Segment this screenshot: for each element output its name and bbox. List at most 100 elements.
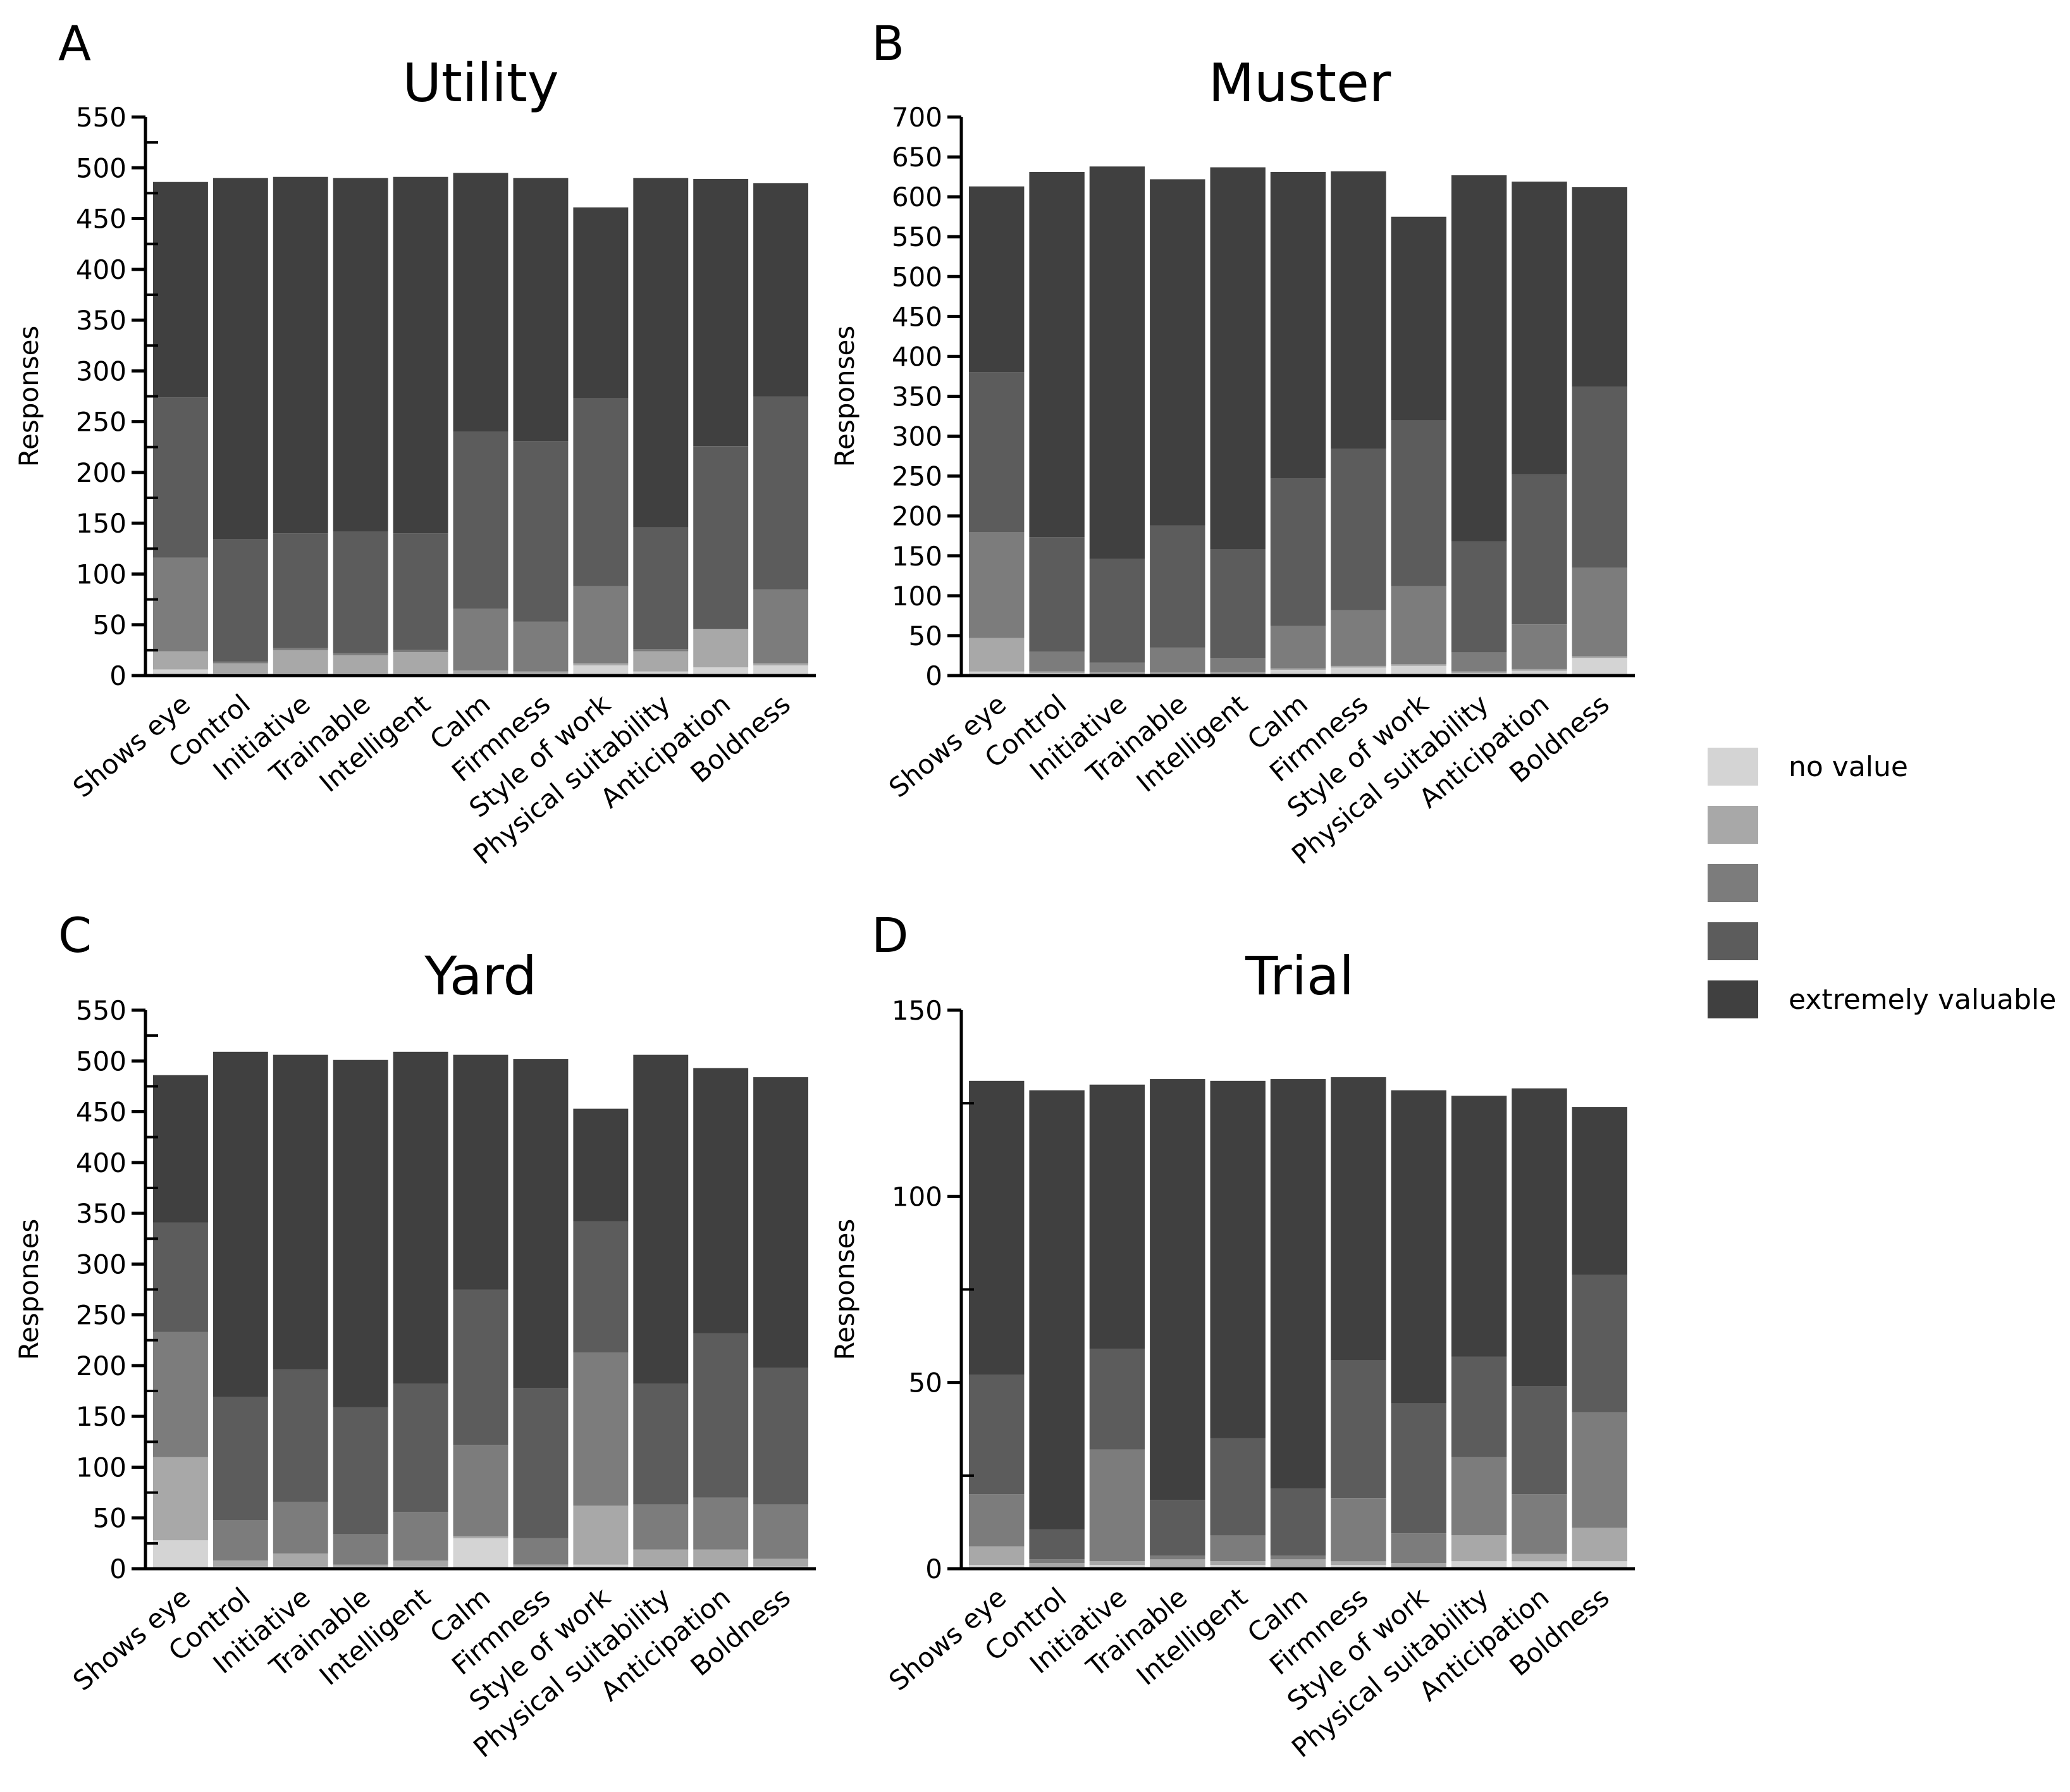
bar-segment [633, 671, 689, 676]
y-tick-label: 50 [909, 621, 942, 652]
bar-segment [1150, 525, 1205, 648]
bar-segment [153, 1457, 208, 1540]
bar-segment [1512, 1494, 1567, 1554]
y-tick-label: 400 [76, 1147, 126, 1178]
bar-segment [1391, 665, 1446, 676]
bar-segment [1451, 1356, 1507, 1457]
bar-segment [1512, 1561, 1567, 1569]
bar-segment [1331, 1565, 1386, 1569]
bar-segment [153, 1075, 208, 1223]
y-tick-label: 150 [76, 1401, 126, 1432]
bar-segment [513, 1564, 569, 1567]
y-tick-label: 250 [892, 461, 942, 492]
y-axis-label: Responses [829, 326, 860, 467]
y-tick-label: 550 [76, 995, 126, 1026]
legend-swatch [1708, 922, 1758, 960]
bar-segment [693, 667, 749, 676]
bar-segment [1331, 1077, 1386, 1361]
panel-letter: D [872, 907, 909, 963]
y-tick-label: 650 [892, 142, 942, 173]
bar-segment [969, 638, 1025, 672]
bar-segment [1210, 658, 1266, 672]
bar-segment [213, 1397, 268, 1520]
bar-segment [213, 661, 268, 664]
bar-segment [153, 1332, 208, 1457]
y-tick-label: 700 [892, 102, 942, 133]
y-tick-label: 400 [892, 341, 942, 372]
bar-segment [1089, 672, 1145, 674]
panel-title: Muster [1209, 52, 1391, 114]
bar-segment [753, 1504, 808, 1559]
bar-segment [1029, 1090, 1085, 1530]
bar-segment [333, 178, 388, 531]
legend-swatch [1708, 864, 1758, 902]
y-tick-label: 550 [76, 102, 126, 133]
bar-segment [513, 621, 569, 672]
legend-label: no value [1789, 751, 1908, 783]
bar-segment [1512, 669, 1567, 671]
bar-segment [1512, 1386, 1567, 1495]
bar-segment [273, 650, 328, 674]
bar-segment [633, 527, 689, 650]
bar-segment [1572, 1561, 1627, 1569]
bar-segment [393, 650, 448, 653]
y-tick-label: 250 [76, 1300, 126, 1331]
bar-segment [1150, 672, 1205, 674]
bar-segment [273, 648, 328, 650]
legend-item: no value [1708, 748, 1908, 786]
bar-segment [1391, 216, 1446, 421]
bar-segment [1572, 1412, 1627, 1528]
y-tick-label: 600 [892, 182, 942, 213]
y-tick-label: 200 [892, 501, 942, 532]
bar-segment [1451, 541, 1507, 653]
bar-segment [513, 1059, 569, 1388]
bar-segment [1089, 166, 1145, 559]
bar-segment [1150, 1500, 1205, 1556]
bar-segment [1089, 1449, 1145, 1562]
bar-segment [633, 651, 689, 672]
bar-segment [753, 183, 808, 397]
bar-segment [1089, 1565, 1145, 1569]
bar-segment [1391, 664, 1446, 666]
bar-segment [1512, 670, 1567, 676]
bar-segment [213, 663, 268, 674]
bar-segment [333, 1060, 388, 1407]
y-tick-label: 450 [76, 1097, 126, 1128]
bar-segment [1150, 1559, 1205, 1567]
y-tick-label: 0 [109, 660, 126, 691]
bar-segment [633, 178, 689, 528]
bar-segment [453, 173, 508, 432]
bar-segment [573, 398, 629, 586]
bar-segment [513, 671, 569, 674]
bar-segment [1270, 1555, 1326, 1560]
bar-segment [153, 651, 208, 670]
bar-segment [273, 1502, 328, 1554]
bar-segment [153, 182, 208, 398]
y-tick-label: 50 [909, 1368, 942, 1399]
bar-segment [1572, 1275, 1627, 1412]
legend-item [1708, 922, 1758, 960]
bar-segment [1150, 647, 1205, 672]
bar-segment [1451, 652, 1507, 672]
bar-segment [333, 655, 388, 674]
bar-segment [453, 1054, 508, 1290]
panel-letter: C [58, 907, 92, 963]
bar-segment [1089, 559, 1145, 663]
bar-segment [753, 589, 808, 664]
bar-segment [573, 586, 629, 664]
bar-segment [1572, 658, 1627, 676]
bar-segment [1331, 1360, 1386, 1498]
bar-segment [1572, 567, 1627, 657]
bar-segment [969, 1375, 1025, 1495]
bar-segment [1572, 1528, 1627, 1562]
bar-segment [753, 396, 808, 590]
y-tick-label: 200 [76, 1350, 126, 1381]
bar-segment [1029, 172, 1085, 538]
bar-segment [273, 1369, 328, 1502]
legend-item [1708, 864, 1758, 902]
bar-segment [1270, 1078, 1326, 1489]
bar-segment [1150, 1555, 1205, 1560]
bar-segment [1391, 586, 1446, 665]
